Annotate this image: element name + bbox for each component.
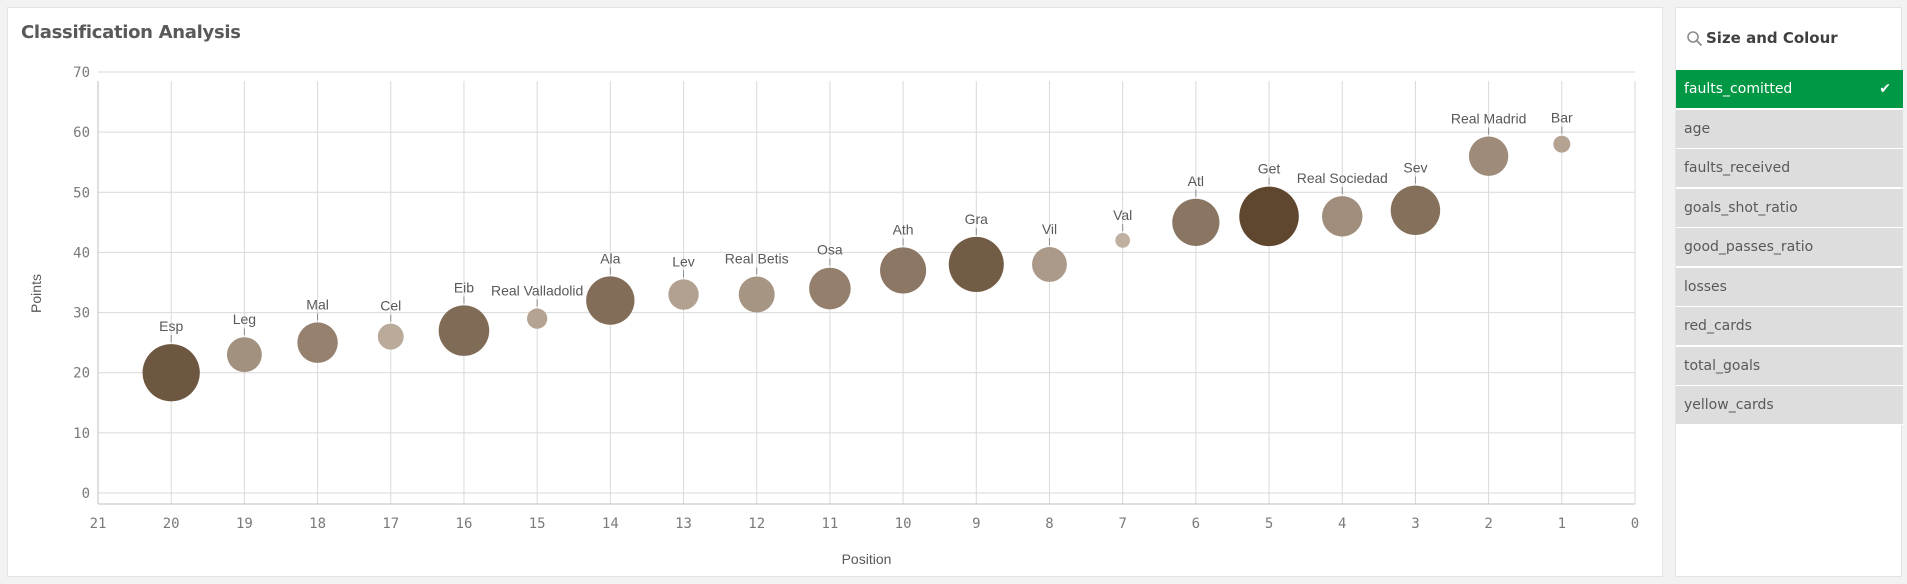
x-tick-label: 13: [675, 516, 692, 532]
data-point-gra[interactable]: [948, 236, 1004, 292]
filter-item-yellow-cards[interactable]: yellow_cards: [1676, 386, 1903, 425]
x-tick-label: 0: [1631, 516, 1639, 532]
data-label: Lev: [672, 253, 695, 269]
x-axis-title: Position: [842, 551, 892, 567]
filter-item-goals-shot-ratio[interactable]: goals_shot_ratio: [1676, 188, 1903, 228]
data-point-val[interactable]: [1115, 233, 1131, 248]
data-point-real-madrid[interactable]: [1468, 136, 1509, 176]
y-tick-label: 10: [73, 426, 90, 442]
x-tick-label: 6: [1192, 516, 1200, 532]
x-tick-label: 2: [1484, 516, 1492, 532]
chart-title: Classification Analysis: [21, 22, 241, 43]
data-label: Real Valladolid: [491, 282, 583, 298]
data-point-real-betis[interactable]: [738, 276, 775, 313]
data-label: Atl: [1188, 173, 1204, 189]
data-label: Ala: [600, 250, 620, 266]
filter-item-age[interactable]: age: [1676, 109, 1903, 149]
data-label: Ath: [893, 221, 914, 237]
data-label: Bar: [1551, 110, 1573, 126]
x-tick-label: 12: [748, 516, 765, 532]
data-point-real-valladolid[interactable]: [526, 308, 548, 329]
y-tick-label: 30: [73, 306, 90, 322]
y-tick-label: 60: [73, 125, 90, 141]
filter-item-total-goals[interactable]: total_goals: [1676, 346, 1903, 386]
x-tick-label: 15: [529, 516, 546, 532]
data-label: Real Madrid: [1451, 111, 1526, 127]
filter-item-faults-comitted[interactable]: faults_comitted ✔: [1676, 70, 1903, 109]
x-tick-label: 9: [972, 516, 980, 532]
data-label: Real Betis: [725, 251, 789, 267]
filter-item-label: faults_received: [1684, 160, 1791, 176]
data-label: Mal: [306, 296, 329, 312]
data-point-get[interactable]: [1239, 186, 1299, 247]
data-label: Vil: [1042, 221, 1057, 237]
x-tick-label: 19: [236, 516, 253, 532]
data-point-mal[interactable]: [297, 322, 338, 363]
data-label: Real Sociedad: [1297, 170, 1388, 186]
filter-header[interactable]: Size and Colour: [1676, 8, 1901, 68]
data-point-real-sociedad[interactable]: [1321, 196, 1363, 237]
y-tick-label: 50: [73, 185, 90, 201]
data-point-ath[interactable]: [880, 247, 927, 294]
y-axis-title: Points: [28, 274, 44, 313]
data-label: Gra: [965, 211, 989, 227]
x-tick-label: 21: [90, 516, 107, 532]
chart-panel: Classification Analysis 0 10 20 30 40 50 60 70 2…: [7, 7, 1663, 577]
filter-item-label: total_goals: [1684, 357, 1761, 374]
filter-item-red-cards[interactable]: red_cards: [1676, 307, 1903, 346]
filter-item-losses[interactable]: losses: [1676, 267, 1903, 307]
data-point-ala[interactable]: [586, 276, 635, 325]
data-point-cel[interactable]: [377, 323, 404, 350]
data-label: Esp: [159, 318, 183, 334]
data-label: Osa: [817, 242, 843, 258]
x-tick-label: 8: [1045, 516, 1053, 532]
x-tick-label: 4: [1338, 516, 1346, 532]
filter-item-label: goals_shot_ratio: [1684, 199, 1798, 216]
filter-item-good-passes-ratio[interactable]: good_passes_ratio: [1676, 228, 1903, 267]
data-label: Cel: [380, 298, 401, 314]
data-point-osa[interactable]: [809, 267, 851, 310]
data-label: Sev: [1403, 160, 1427, 176]
filter-panel: Size and Colour faults_comitted ✔ age fault…: [1675, 7, 1903, 577]
x-tick-label: 18: [309, 516, 326, 532]
y-tick-label: 0: [82, 486, 90, 502]
x-tick-label: 3: [1411, 516, 1419, 532]
x-tick-label: 16: [456, 516, 473, 532]
data-label: Eib: [454, 279, 474, 295]
filter-item-label: losses: [1684, 278, 1727, 295]
data-point-lev[interactable]: [668, 279, 699, 310]
filter-title: Size and Colour: [1706, 29, 1838, 47]
x-tick-label: 5: [1265, 516, 1273, 532]
data-label: Get: [1258, 161, 1281, 177]
data-point-bar[interactable]: [1553, 135, 1571, 153]
x-tick-label: 10: [895, 516, 912, 532]
filter-item-label: red_cards: [1684, 318, 1752, 334]
data-point-sev[interactable]: [1390, 185, 1441, 236]
filter-item-label: yellow_cards: [1684, 397, 1774, 413]
data-point-atl[interactable]: [1172, 198, 1220, 246]
filter-item-label: good_passes_ratio: [1684, 239, 1814, 255]
y-tick-label: 40: [73, 245, 90, 261]
data-point-esp[interactable]: [142, 344, 200, 402]
x-tick-label: 17: [382, 516, 399, 532]
data-label: Val: [1113, 207, 1132, 223]
x-tick-label: 7: [1118, 516, 1126, 532]
data-label: Leg: [233, 311, 256, 327]
data-point-vil[interactable]: [1032, 247, 1067, 282]
data-point-eib[interactable]: [438, 305, 490, 356]
data-point-leg[interactable]: [226, 337, 262, 373]
x-tick-label: 1: [1558, 516, 1566, 532]
checkmark-icon: ✔: [1879, 81, 1891, 97]
x-tick-label: 20: [163, 516, 180, 532]
x-tick-label: 11: [821, 516, 838, 532]
search-icon: [1687, 31, 1703, 47]
filter-item-label: faults_comitted: [1684, 81, 1793, 97]
y-tick-label: 70: [73, 65, 90, 81]
filter-item-label: age: [1684, 120, 1711, 137]
y-tick-label: 20: [73, 366, 90, 382]
filter-list: faults_comitted ✔ age faults_received goals_…: [1676, 70, 1903, 426]
x-tick-label: 14: [602, 516, 619, 532]
filter-item-faults-received[interactable]: faults_received: [1676, 149, 1903, 188]
